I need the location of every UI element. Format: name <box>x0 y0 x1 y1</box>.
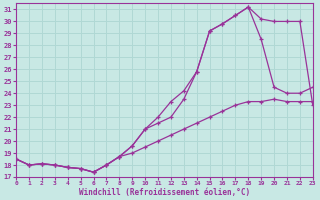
X-axis label: Windchill (Refroidissement éolien,°C): Windchill (Refroidissement éolien,°C) <box>79 188 250 197</box>
